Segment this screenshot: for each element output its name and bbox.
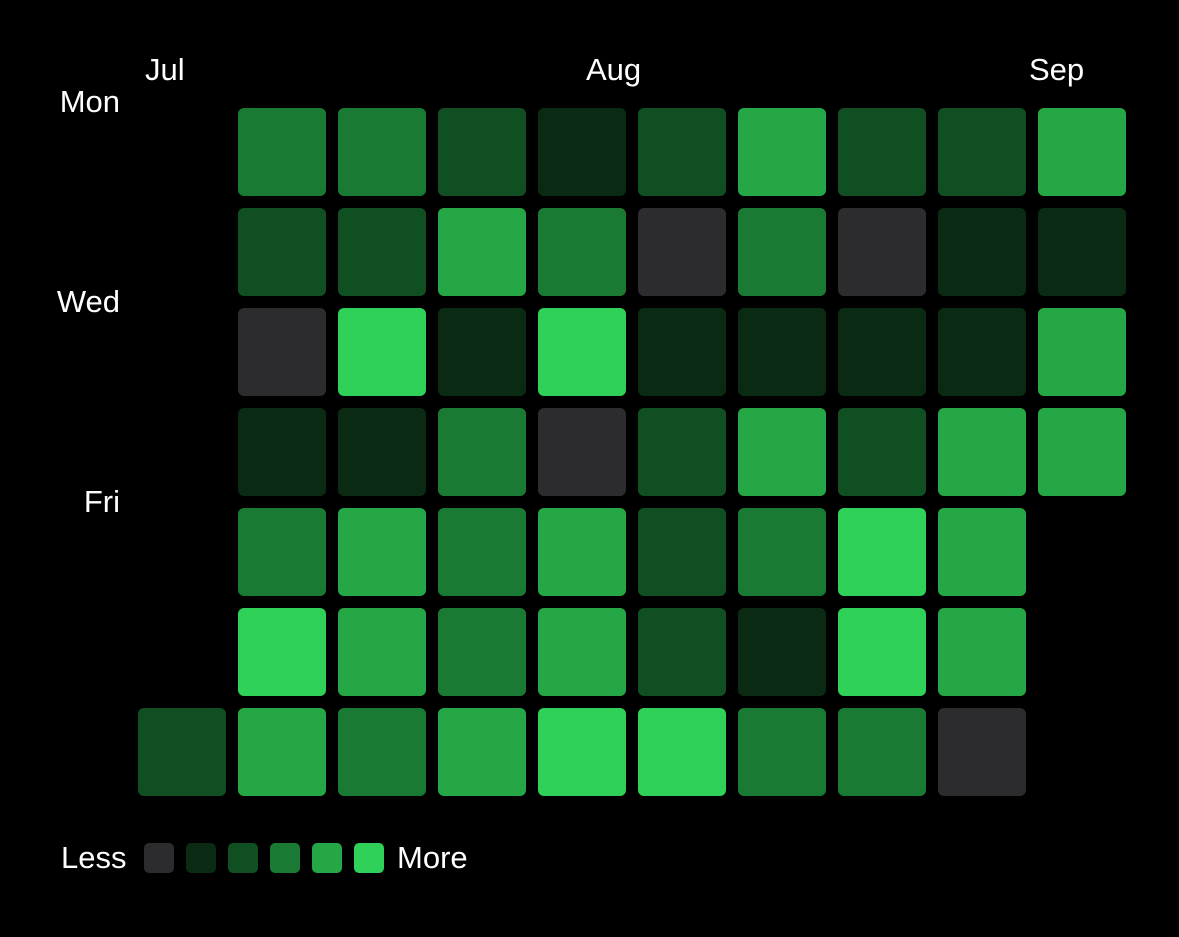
- contribution-cell-week3-row6: [438, 708, 526, 796]
- contribution-cell-week5-row5: [638, 608, 726, 696]
- contribution-cell-week6-row0: [738, 108, 826, 196]
- contribution-cell-week1-row2: [238, 308, 326, 396]
- contribution-cell-week2-row3: [338, 408, 426, 496]
- contribution-cell-week3-row4: [438, 508, 526, 596]
- contribution-cell-week4-row6: [538, 708, 626, 796]
- contribution-cell-week3-row5: [438, 608, 526, 696]
- contribution-cell-week8-row2: [938, 308, 1026, 396]
- contribution-cell-week3-row1: [438, 208, 526, 296]
- contribution-cell-week8-row4: [938, 508, 1026, 596]
- contribution-cell-week5-row1: [638, 208, 726, 296]
- contribution-cell-week1-row1: [238, 208, 326, 296]
- contribution-cell-week7-row3: [838, 408, 926, 496]
- contribution-cell-week8-row5: [938, 608, 1026, 696]
- contribution-cell-week2-row4: [338, 508, 426, 596]
- contribution-cell-week9-row0: [1038, 108, 1126, 196]
- contribution-cell-week6-row3: [738, 408, 826, 496]
- day-label-wed: Wed: [56, 284, 120, 319]
- contribution-cell-week5-row2: [638, 308, 726, 396]
- contribution-cell-week9-row2: [1038, 308, 1126, 396]
- contribution-cell-week2-row5: [338, 608, 426, 696]
- contribution-cell-week3-row0: [438, 108, 526, 196]
- contribution-cell-week8-row6: [938, 708, 1026, 796]
- contribution-cell-week4-row3: [538, 408, 626, 496]
- contribution-cell-week7-row0: [838, 108, 926, 196]
- month-label-sep: Sep: [1029, 52, 1085, 87]
- contribution-cell-week2-row2: [338, 308, 426, 396]
- contribution-cell-week7-row6: [838, 708, 926, 796]
- contribution-cell-week3-row3: [438, 408, 526, 496]
- contribution-cell-week2-row1: [338, 208, 426, 296]
- contribution-cell-week6-row2: [738, 308, 826, 396]
- contribution-cell-week7-row1: [838, 208, 926, 296]
- contribution-cell-week5-row6: [638, 708, 726, 796]
- contribution-cell-week1-row3: [238, 408, 326, 496]
- contribution-cell-week1-row6: [238, 708, 326, 796]
- contribution-cell-week6-row4: [738, 508, 826, 596]
- contribution-cell-week2-row0: [338, 108, 426, 196]
- contribution-cell-week6-row6: [738, 708, 826, 796]
- contribution-cell-week4-row0: [538, 108, 626, 196]
- contribution-cell-week7-row5: [838, 608, 926, 696]
- contribution-cell-week5-row4: [638, 508, 726, 596]
- contribution-cell-week9-row1: [1038, 208, 1126, 296]
- day-label-fri: Fri: [83, 484, 120, 519]
- contribution-cell-week3-row2: [438, 308, 526, 396]
- contribution-cell-week8-row1: [938, 208, 1026, 296]
- month-label-aug: Aug: [586, 52, 642, 87]
- contribution-cell-week2-row6: [338, 708, 426, 796]
- contribution-cell-week7-row4: [838, 508, 926, 596]
- contribution-cell-week4-row4: [538, 508, 626, 596]
- contribution-cell-week1-row0: [238, 108, 326, 196]
- contribution-cell-week6-row1: [738, 208, 826, 296]
- contribution-cell-week4-row1: [538, 208, 626, 296]
- contribution-cell-week7-row2: [838, 308, 926, 396]
- contribution-cell-week1-row5: [238, 608, 326, 696]
- contribution-cell-week8-row3: [938, 408, 1026, 496]
- contribution-cell-week8-row0: [938, 108, 1026, 196]
- contribution-cell-week9-row3: [1038, 408, 1126, 496]
- month-label-jul: Jul: [145, 52, 185, 87]
- contribution-cell-week0-row6: [138, 708, 226, 796]
- day-label-mon: Mon: [59, 84, 120, 119]
- contribution-cell-week6-row5: [738, 608, 826, 696]
- contribution-cell-week5-row0: [638, 108, 726, 196]
- contribution-cell-week5-row3: [638, 408, 726, 496]
- contribution-cell-week4-row5: [538, 608, 626, 696]
- contribution-cell-week1-row4: [238, 508, 326, 596]
- contribution-cell-week4-row2: [538, 308, 626, 396]
